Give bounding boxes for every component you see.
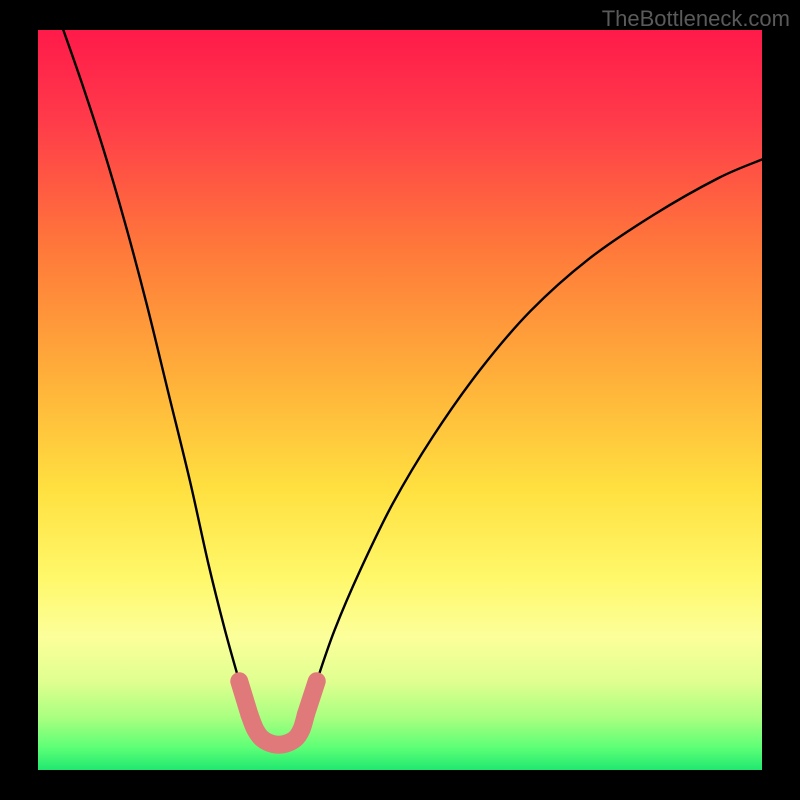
plot-area bbox=[38, 30, 762, 770]
gradient-background bbox=[38, 30, 762, 770]
chart-frame: TheBottleneck.com bbox=[0, 0, 800, 800]
watermark-text: TheBottleneck.com bbox=[602, 6, 790, 32]
